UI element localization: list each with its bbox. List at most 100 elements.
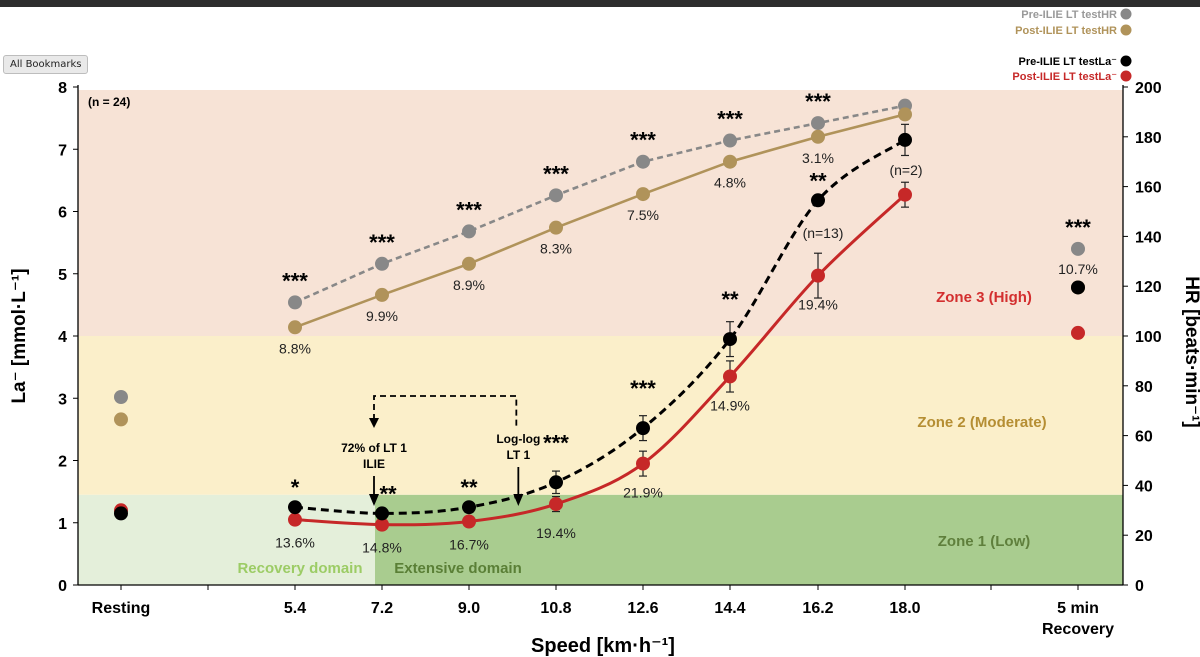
extensive-domain-band	[375, 494, 1123, 585]
series-line-pre-la	[294, 138, 906, 515]
data-point-pre-la	[898, 132, 912, 147]
legend-marker	[1120, 8, 1132, 20]
zone-label-1: Zone 1 (Low)	[938, 533, 1031, 550]
hr-percent-label: 7.5%	[627, 207, 659, 223]
la-significance-mark: **	[460, 475, 478, 500]
data-point-post-la	[375, 517, 389, 532]
left-axis-title: La⁻ [mmol·L⁻¹]	[9, 268, 30, 403]
series-line-post-la	[294, 193, 907, 527]
n-note: (n=2)	[889, 162, 922, 178]
arrow-head-icon	[369, 418, 379, 428]
x-tick-label: 18.0	[889, 600, 920, 617]
data-point-pre-hr	[114, 390, 128, 405]
la-percent-label: 16.7%	[449, 537, 489, 553]
data-point-post-hr	[811, 129, 825, 144]
la-significance-mark: *	[291, 475, 300, 500]
left-tick-label: 7	[58, 142, 67, 159]
left-tick-label: 5	[58, 267, 67, 284]
data-point-post-hr	[114, 412, 128, 427]
left-tick-label: 4	[58, 329, 67, 346]
la-percent-label: 14.9%	[710, 397, 750, 413]
threshold-bracket	[373, 395, 518, 428]
data-point-post-hr	[462, 256, 476, 271]
hr-significance-mark: ***	[805, 89, 831, 114]
x-tick-label: 7.2	[371, 600, 393, 617]
right-tick-label: 200	[1135, 80, 1162, 97]
la-significance-mark: **	[721, 287, 739, 312]
recovery-domain-label: Recovery domain	[237, 560, 362, 577]
legend-marker	[1120, 70, 1132, 82]
series-line-pre-hr	[294, 104, 906, 304]
x-tick-label: 5.4	[284, 600, 306, 617]
sample-size-note: (n = 24)	[88, 95, 130, 109]
legend-label: Post-ILIE LT testHR	[1015, 25, 1117, 37]
right-tick-label: 0	[1135, 578, 1144, 595]
right-axis-title: HR [beats·min⁻¹]	[1181, 276, 1200, 427]
x-tick-label: 9.0	[458, 600, 480, 617]
left-tick-label: 2	[58, 454, 67, 471]
data-point-pre-hr	[375, 256, 389, 271]
la-percent-label: 19.4%	[798, 297, 838, 313]
zone-band-2	[78, 336, 1123, 495]
data-point-pre-la	[462, 500, 476, 515]
right-tick-label: 100	[1135, 329, 1162, 346]
x-tick-label: 10.8	[540, 600, 571, 617]
data-point-pre-la	[375, 506, 389, 521]
n-note: (n=13)	[803, 225, 844, 241]
x-tick-label: 16.2	[802, 600, 833, 617]
left-tick-label: 8	[58, 80, 67, 97]
hr-significance-mark: ***	[456, 197, 482, 222]
right-tick-label: 20	[1135, 528, 1153, 545]
data-point-pre-hr	[1071, 241, 1085, 256]
left-tick-label: 0	[58, 578, 67, 595]
window-top-bar	[0, 0, 1200, 7]
la-significance-mark: **	[379, 481, 397, 506]
all-bookmarks-button[interactable]: All Bookmarks	[3, 55, 89, 74]
threshold-annotation-text: Log-log	[496, 432, 540, 446]
right-tick-label: 160	[1135, 180, 1162, 197]
hr-significance-mark: ***	[369, 230, 395, 255]
data-point-post-hr	[898, 107, 912, 122]
data-point-post-hr	[723, 154, 737, 169]
hr-significance-mark: ***	[717, 107, 743, 132]
right-tick-label: 80	[1135, 379, 1153, 396]
data-point-post-la	[636, 456, 650, 471]
hr-percent-label: 3.1%	[802, 150, 834, 166]
hr-percent-label: 4.8%	[714, 175, 746, 191]
x-tick-label: 12.6	[627, 600, 658, 617]
x-tick-label: 14.4	[714, 600, 745, 617]
data-point-pre-hr	[288, 295, 302, 310]
right-tick-label: 140	[1135, 229, 1162, 246]
la-percent-label: 21.9%	[623, 485, 663, 501]
data-point-pre-la	[288, 500, 302, 515]
threshold-annotation-text: LT 1	[506, 448, 530, 462]
right-tick-label: 60	[1135, 429, 1153, 446]
zone-band-3	[78, 90, 1123, 336]
zone-label-2: Zone 2 (Moderate)	[917, 414, 1046, 431]
x-tick-label: 5 min Recovery	[1042, 600, 1114, 638]
right-tick-label: 40	[1135, 478, 1153, 495]
la-significance-mark: **	[809, 168, 827, 193]
zone-label-3: Zone 3 (High)	[936, 289, 1032, 306]
legend-label: Post-ILIE LT testLa⁻	[1012, 71, 1117, 83]
data-point-pre-la	[636, 421, 650, 436]
data-point-post-la	[898, 187, 912, 202]
la-percent-label: 13.6%	[275, 535, 315, 551]
data-point-pre-hr	[811, 116, 825, 131]
right-tick-label: 180	[1135, 130, 1162, 147]
data-point-post-hr	[549, 220, 563, 235]
x-tick-label: Resting	[92, 600, 151, 617]
data-point-pre-la	[1071, 280, 1085, 295]
data-point-post-hr	[288, 320, 302, 335]
legend-label: Pre-ILIE LT testHR	[1021, 9, 1117, 21]
arrow-head-icon	[369, 494, 379, 506]
hr-percent-label: 10.7%	[1058, 261, 1098, 277]
x-axis-title: Speed [km·h⁻¹]	[531, 635, 675, 657]
hr-percent-label: 8.9%	[453, 277, 485, 293]
threshold-annotation-text: 72% of LT 1	[341, 441, 407, 455]
legend-label: Pre-ILIE LT testLa⁻	[1018, 56, 1117, 68]
threshold-annotation-text: ILIE	[363, 457, 385, 471]
series-line-post-hr	[294, 113, 906, 329]
hr-significance-mark: ***	[1065, 215, 1091, 240]
